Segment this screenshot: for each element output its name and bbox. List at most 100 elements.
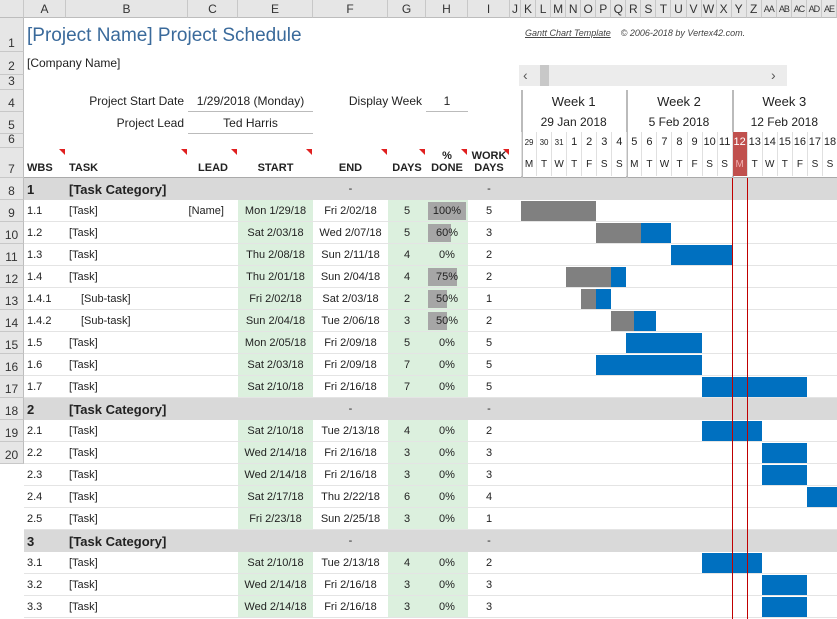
lead-cell[interactable] <box>188 552 238 574</box>
column-header[interactable]: B <box>66 0 188 18</box>
gantt-bar-remaining[interactable] <box>611 267 627 287</box>
gantt-bar-remaining[interactable] <box>641 223 672 243</box>
days-cell[interactable]: 3 <box>388 442 426 463</box>
done-cell[interactable]: 0% <box>439 513 455 525</box>
start-cell[interactable]: Thu 2/08/18 <box>238 244 313 265</box>
column-header[interactable]: Z <box>746 0 762 18</box>
wbs-cell[interactable]: 3.3 <box>27 601 43 613</box>
gantt-bar-remaining[interactable] <box>671 245 732 265</box>
wbs-cell[interactable]: 2.2 <box>27 447 43 459</box>
task-name[interactable]: [Task] <box>69 491 98 503</box>
lead-cell[interactable] <box>188 222 238 244</box>
days-cell[interactable]: 3 <box>388 574 426 595</box>
column-header[interactable]: C <box>188 0 238 18</box>
task-name[interactable]: [Task] <box>69 513 98 525</box>
start-cell[interactable]: Thu 2/01/18 <box>238 266 313 287</box>
lead-cell[interactable] <box>188 288 238 310</box>
gantt-bar-remaining[interactable] <box>633 311 657 331</box>
row-header[interactable]: 20 <box>0 442 24 464</box>
scroll-right-icon[interactable]: › <box>771 67 776 83</box>
done-cell[interactable]: 0% <box>439 601 455 613</box>
task-name[interactable]: [Task] <box>69 249 98 261</box>
start-cell[interactable]: Mon 2/05/18 <box>238 332 313 353</box>
column-header[interactable]: Y <box>731 0 747 18</box>
gantt-bar-remaining[interactable] <box>761 597 807 617</box>
days-cell[interactable]: 3 <box>388 310 426 331</box>
row-header[interactable]: 6 <box>0 132 24 148</box>
gantt-bar-remaining[interactable] <box>761 575 807 595</box>
scroll-left-icon[interactable]: ‹ <box>523 67 528 83</box>
wbs-cell[interactable]: 3 <box>27 533 35 549</box>
column-header[interactable]: H <box>426 0 468 18</box>
category-name[interactable]: [Task Category] <box>69 401 167 417</box>
column-header[interactable]: J <box>510 0 521 18</box>
column-header[interactable]: S <box>641 0 657 18</box>
done-cell[interactable]: 0% <box>439 249 455 261</box>
wbs-cell[interactable]: 1.3 <box>27 249 43 261</box>
lead-cell[interactable] <box>188 266 238 288</box>
done-cell[interactable]: 0% <box>439 469 455 481</box>
task-name[interactable]: [Task] <box>69 469 98 481</box>
start-cell[interactable]: Wed 2/14/18 <box>238 464 313 485</box>
column-header[interactable]: L <box>536 0 552 18</box>
lead-cell[interactable] <box>188 464 238 486</box>
days-cell[interactable]: 2 <box>388 288 426 309</box>
wbs-cell[interactable]: 1.5 <box>27 337 43 349</box>
row-header[interactable]: 4 <box>0 90 24 112</box>
done-cell[interactable]: 0% <box>439 381 455 393</box>
wbs-cell[interactable]: 1.4.1 <box>27 293 52 305</box>
row-header[interactable]: 10 <box>0 222 24 244</box>
done-cell[interactable]: 50% <box>435 293 459 305</box>
days-cell[interactable]: 3 <box>388 596 426 617</box>
days-cell[interactable]: 7 <box>388 354 426 375</box>
gantt-bar-remaining[interactable] <box>626 333 702 353</box>
column-header[interactable]: O <box>581 0 597 18</box>
task-name[interactable]: [Task] <box>69 601 98 613</box>
column-header[interactable]: N <box>566 0 582 18</box>
start-cell[interactable]: Sat 2/10/18 <box>238 376 313 397</box>
column-header[interactable]: V <box>686 0 702 18</box>
days-cell[interactable]: 4 <box>388 266 426 287</box>
task-name[interactable]: [Sub-task] <box>81 315 131 327</box>
gantt-bar-done[interactable] <box>566 267 612 287</box>
project-lead-field[interactable]: Ted Harris <box>188 112 313 134</box>
done-cell[interactable]: 50% <box>435 315 459 327</box>
gantt-bar-remaining[interactable] <box>761 465 807 485</box>
start-cell[interactable]: Sat 2/17/18 <box>238 486 313 507</box>
start-cell[interactable]: Fri 2/02/18 <box>238 288 313 309</box>
wbs-cell[interactable]: 1.4 <box>27 271 43 283</box>
lead-cell[interactable] <box>188 574 238 596</box>
column-header[interactable]: AC <box>791 0 807 18</box>
row-header[interactable]: 9 <box>0 200 24 222</box>
task-name[interactable]: [Task] <box>69 447 98 459</box>
lead-cell[interactable]: [Name] <box>188 205 224 217</box>
wbs-cell[interactable]: 3.1 <box>27 557 43 569</box>
days-cell[interactable]: 3 <box>388 464 426 485</box>
project-start-field[interactable]: 1/29/2018 (Monday) <box>188 90 313 112</box>
start-cell[interactable]: Wed 2/14/18 <box>238 442 313 463</box>
row-header[interactable]: 12 <box>0 266 24 288</box>
task-name[interactable]: [Task] <box>69 579 98 591</box>
days-cell[interactable]: 5 <box>388 222 426 243</box>
task-name[interactable]: [Task] <box>69 337 98 349</box>
lead-cell[interactable] <box>188 376 238 398</box>
task-name[interactable]: [Task] <box>69 425 98 437</box>
done-cell[interactable]: 0% <box>439 491 455 503</box>
column-header[interactable]: F <box>313 0 388 18</box>
done-cell[interactable]: 75% <box>435 271 459 283</box>
gantt-bar-remaining[interactable] <box>761 443 807 463</box>
wbs-cell[interactable]: 2 <box>27 401 35 417</box>
task-name[interactable]: [Task] <box>69 205 98 217</box>
gantt-bar-done[interactable] <box>581 289 597 309</box>
task-name[interactable]: [Sub-task] <box>81 293 131 305</box>
days-cell[interactable]: 6 <box>388 486 426 507</box>
column-header[interactable]: I <box>468 0 510 18</box>
wbs-cell[interactable]: 1.6 <box>27 359 43 371</box>
done-cell[interactable]: 0% <box>439 359 455 371</box>
lead-cell[interactable] <box>188 244 238 266</box>
days-cell[interactable]: 5 <box>388 332 426 353</box>
gantt-bar-done[interactable] <box>521 201 597 221</box>
column-header[interactable]: AB <box>776 0 792 18</box>
column-header[interactable]: G <box>388 0 426 18</box>
wbs-cell[interactable]: 1.2 <box>27 227 43 239</box>
